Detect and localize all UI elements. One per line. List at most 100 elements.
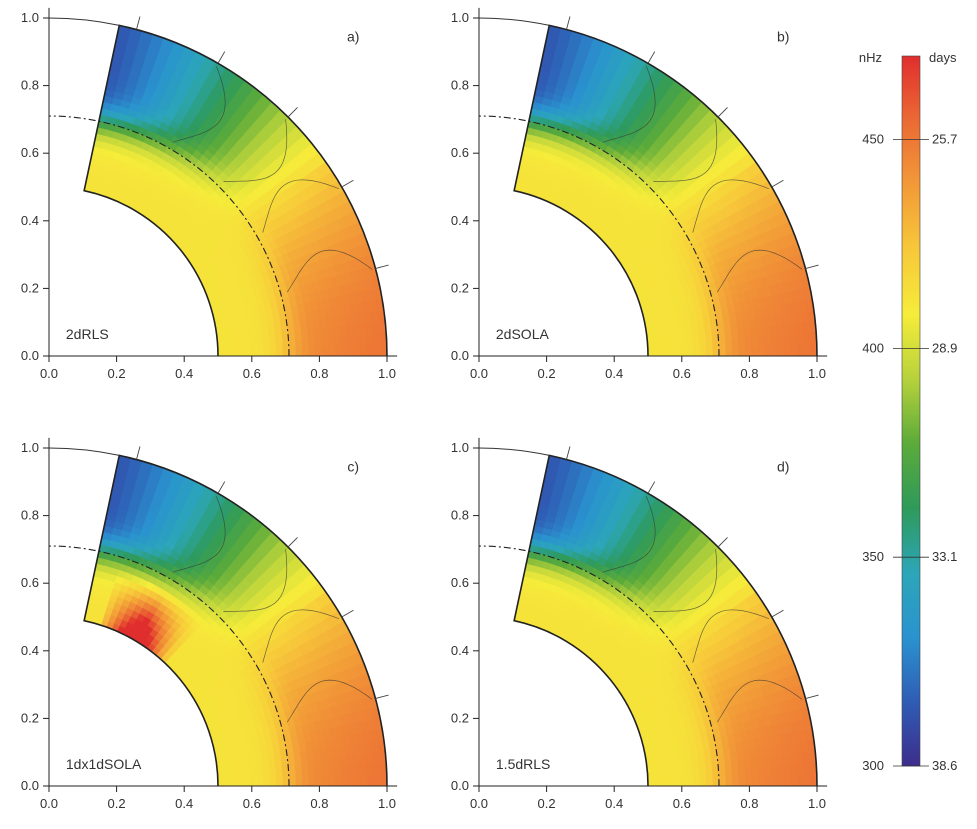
latitude-tick <box>805 264 819 269</box>
latitude-tick <box>136 16 141 30</box>
heatmap-cell <box>313 757 322 769</box>
y-tick-label: 1.0 <box>451 440 469 455</box>
heatmap-cell <box>262 770 271 780</box>
heatmap-cell <box>339 755 348 767</box>
heatmap-cell <box>797 774 805 787</box>
y-tick-label: 0.2 <box>21 710 39 725</box>
heatmap-cells <box>513 455 818 787</box>
heatmap-cell <box>300 759 309 770</box>
heatmap-cell <box>274 761 283 771</box>
heatmap-cell <box>680 348 688 357</box>
heatmap-cell <box>236 772 245 780</box>
heatmap-cell <box>770 765 779 777</box>
heatmap-cells <box>83 455 388 787</box>
heatmap-cell <box>705 339 714 349</box>
contour-line <box>223 119 288 182</box>
heatmap-cell <box>660 349 668 357</box>
heatmap-cell <box>660 779 668 787</box>
heatmap-cell <box>315 346 323 357</box>
heatmap-cell <box>692 770 701 780</box>
heatmap-cell <box>756 326 765 338</box>
heatmap-cell <box>366 333 375 346</box>
heatmap-cell <box>730 759 739 770</box>
heatmap-cell <box>314 337 323 348</box>
heatmap-cell <box>295 768 303 778</box>
contour-line <box>602 66 656 143</box>
x-tick-label: 0.8 <box>740 366 758 381</box>
heatmap-cell <box>732 346 740 357</box>
heatmap-cell <box>289 777 297 787</box>
heatmap-cell <box>301 337 310 348</box>
heatmap-cell <box>673 771 681 780</box>
heatmap-cell <box>738 346 746 357</box>
domain-outline <box>83 454 388 787</box>
latitude-tick <box>771 609 784 618</box>
colorbar-tick-label-left: 450 <box>862 132 884 147</box>
heatmap-cell <box>789 323 798 336</box>
heatmap-cell <box>261 755 270 765</box>
latitude-tick <box>771 179 784 188</box>
surface-arc <box>48 17 120 26</box>
heatmap-cell <box>653 343 662 351</box>
axes: 0.0 0.2 0.4 0.6 0.8 1.0 0.0 0.2 0.4 0.6 0.8 1.0 <box>21 7 398 381</box>
heatmap-cell <box>228 330 237 338</box>
heatmap-cell <box>230 779 238 787</box>
heatmap-cell <box>346 764 355 777</box>
heatmap-cell <box>666 335 674 344</box>
heatmap-cell <box>372 763 381 776</box>
heatmap-cell <box>320 327 329 338</box>
heatmap-cell <box>274 753 283 764</box>
latitude-tick <box>717 537 728 548</box>
heatmap-cell <box>698 762 707 772</box>
heatmap-cell <box>371 751 381 765</box>
heatmap-cell <box>665 329 674 338</box>
axes: 0.0 0.2 0.4 0.6 0.8 1.0 0.0 0.2 0.4 0.6 0.8 1.0 <box>451 7 828 381</box>
heatmap-cell <box>341 345 349 357</box>
heatmap-cell <box>658 330 667 338</box>
heatmap-cell <box>724 329 733 340</box>
heatmap-cell <box>313 327 322 339</box>
heatmap-cell <box>795 752 804 765</box>
latitude-tick <box>217 481 226 494</box>
heatmap-cell <box>771 775 779 787</box>
heatmap-cell <box>659 766 668 774</box>
latitude-tick <box>217 51 226 64</box>
x-tick-label: 0.8 <box>310 796 328 811</box>
x-tick-label: 0.0 <box>470 366 488 381</box>
heatmap-cell <box>679 334 687 343</box>
contour-line <box>602 496 656 573</box>
heatmap-cell <box>267 754 276 764</box>
heatmap-cell <box>665 759 674 768</box>
heatmap-cell <box>686 771 694 780</box>
heatmap-cell <box>230 772 238 781</box>
x-tick-label: 0.2 <box>108 796 126 811</box>
heatmap-cell <box>686 348 694 357</box>
latitude-tick <box>375 694 389 699</box>
heatmap-cell <box>667 349 675 357</box>
heatmap-cell <box>801 751 811 765</box>
contour-line <box>223 549 288 612</box>
colorbar-bar <box>901 55 921 767</box>
heatmap-cell <box>667 779 675 787</box>
x-tick-label: 0.2 <box>108 366 126 381</box>
heatmap-cell <box>758 345 766 357</box>
y-tick-label: 0.2 <box>451 710 469 725</box>
heatmap-cell <box>737 328 746 339</box>
y-tick-label: 1.0 <box>451 10 469 25</box>
x-tick-label: 0.6 <box>243 366 261 381</box>
heatmap-cell <box>666 765 674 774</box>
panel-label: d) <box>777 459 789 475</box>
heatmap-cell <box>810 774 818 787</box>
x-tick-label: 0.6 <box>673 796 691 811</box>
heatmap-cell <box>654 349 662 357</box>
heatmap-cell <box>647 779 655 787</box>
heatmap-cell <box>796 333 805 346</box>
heatmap-cell <box>236 765 244 774</box>
heatmap-cell <box>235 759 244 768</box>
heatmap-cell <box>699 347 707 357</box>
heatmap-cell <box>287 330 296 340</box>
heatmap-cell <box>307 758 316 769</box>
panel-2: 0.0 0.2 0.4 0.6 0.8 1.0 0.0 0.2 0.4 0.6 0.8 1.0 b) 2d… <box>451 7 828 381</box>
heatmap-cell <box>352 753 361 766</box>
heatmap-cell <box>217 779 225 787</box>
